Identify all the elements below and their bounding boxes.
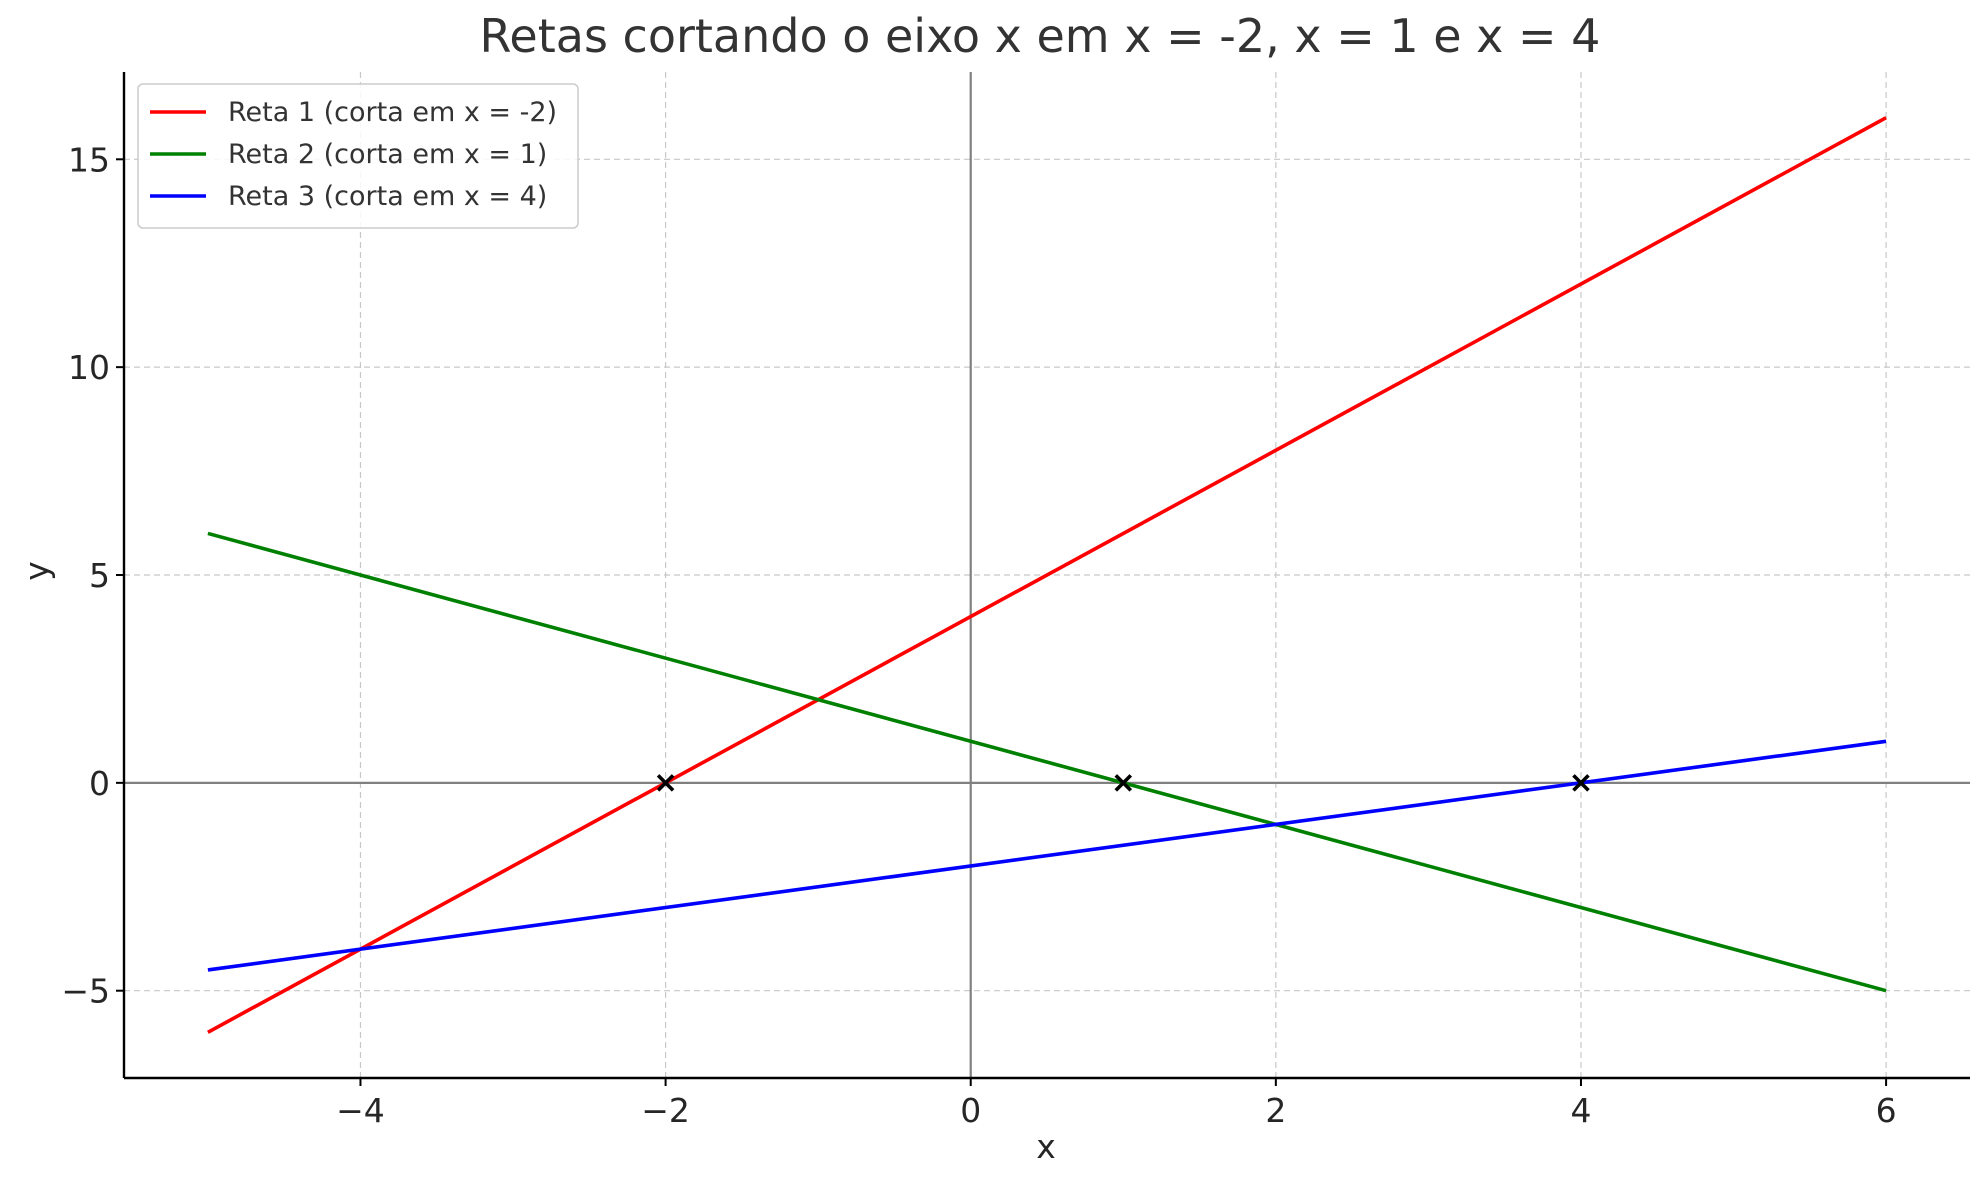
marker-group xyxy=(656,774,1590,792)
chart-title: Retas cortando o eixo x em x = -2, x = 1… xyxy=(480,9,1601,63)
legend-label-1: Reta 1 (corta em x = -2) xyxy=(228,97,557,128)
y-tick-label-1: 0 xyxy=(89,764,110,803)
y-axis-label: y xyxy=(17,561,56,581)
legend-label-3: Reta 3 (corta em x = 4) xyxy=(228,181,547,212)
y-tick-label-2: 5 xyxy=(89,556,110,595)
y-tick-label-3: 10 xyxy=(68,348,110,387)
series-line-1 xyxy=(207,116,1887,1034)
x-tick-label-4: 4 xyxy=(1570,1091,1591,1130)
y-tick-label-4: 15 xyxy=(68,140,110,179)
series-line-2 xyxy=(207,531,1887,993)
x-tick-label-0: −4 xyxy=(336,1091,385,1130)
axes-group: −4 −2 0 2 4 6 −5 0 5 10 15 xyxy=(61,72,1970,1130)
series-line-3 xyxy=(207,739,1887,972)
reference-lines xyxy=(124,72,1970,1078)
intercept-marker-3 xyxy=(1572,774,1590,792)
y-tick-label-0: −5 xyxy=(61,972,110,1011)
intercept-marker-1 xyxy=(656,774,675,792)
legend: Reta 1 (corta em x = -2) Reta 2 (corta em… xyxy=(137,83,579,229)
series-group xyxy=(207,116,1887,1034)
legend-box xyxy=(137,83,579,229)
x-tick-label-2: 0 xyxy=(960,1091,981,1130)
x-tick-label-1: −2 xyxy=(641,1091,690,1130)
x-tick-label-5: 6 xyxy=(1876,1091,1897,1130)
x-tick-label-3: 2 xyxy=(1265,1091,1286,1130)
intercept-marker-2 xyxy=(1114,774,1133,792)
legend-label-2: Reta 2 (corta em x = 1) xyxy=(228,139,547,170)
x-axis-label: x xyxy=(1036,1127,1056,1166)
